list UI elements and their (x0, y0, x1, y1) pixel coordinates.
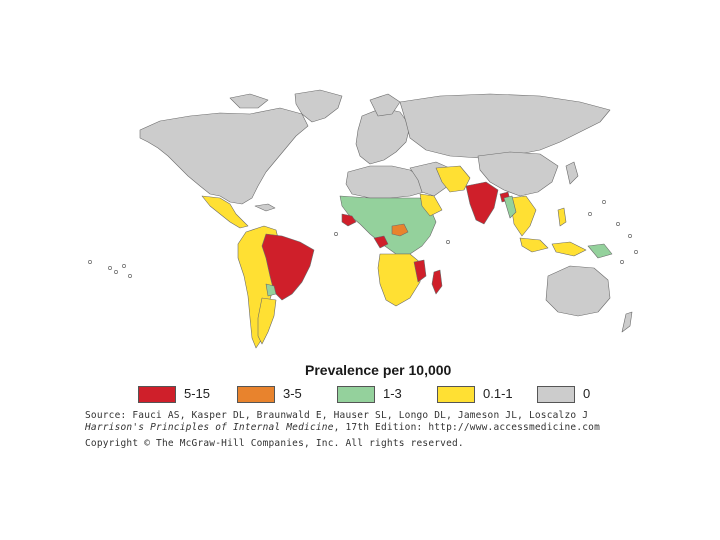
region-southeast-asia (509, 195, 537, 237)
region-europe (355, 107, 411, 165)
legend-swatch (138, 386, 176, 403)
island-marker (620, 260, 624, 264)
source-book-line: Harrison's Principles of Internal Medici… (85, 422, 600, 433)
region-southern-africa (377, 253, 423, 307)
island-marker (616, 222, 620, 226)
island-marker (634, 250, 638, 254)
legend-title: Prevalence per 10,000 (305, 362, 452, 378)
legend-label: 0.1-1 (483, 386, 513, 401)
region-indonesia-east (551, 241, 587, 257)
book-title: Harrison's Principles of Internal Medici… (85, 422, 334, 433)
region-east-africa-mid (391, 223, 409, 237)
region-southern-cone (257, 297, 277, 345)
region-arctic-islands (229, 93, 269, 109)
region-new-zealand (621, 311, 633, 333)
region-australia (545, 265, 611, 317)
island-marker (122, 264, 126, 268)
legend-label: 5-15 (184, 386, 211, 401)
island-marker (602, 200, 606, 204)
region-madagascar (431, 269, 443, 295)
region-north-america (139, 107, 309, 205)
region-mexico (201, 195, 249, 229)
region-philippines (557, 207, 567, 227)
region-new-guinea (587, 243, 613, 259)
region-paraguay (265, 283, 277, 297)
region-myanmar (503, 195, 517, 219)
region-scandinavia (369, 93, 401, 117)
region-indonesia-west (519, 237, 549, 253)
legend-swatch (237, 386, 275, 403)
island-marker (114, 270, 118, 274)
region-west-africa-high (341, 213, 357, 227)
region-congo-high (373, 235, 389, 249)
legend-label: 1-3 (383, 386, 402, 401)
island-marker (334, 232, 338, 236)
book-edition-url: , 17th Edition: http://www.accessmedicin… (333, 422, 601, 433)
source-citation: Source: Fauci AS, Kasper DL, Braunwald E… (85, 410, 589, 421)
island-marker (128, 274, 132, 278)
island-marker (446, 240, 450, 244)
region-north-asia (399, 93, 611, 159)
island-marker (588, 212, 592, 216)
legend-label: 0 (583, 386, 591, 401)
island-marker (88, 260, 92, 264)
island-marker (628, 234, 632, 238)
world-map (88, 89, 638, 349)
legend-swatch (337, 386, 375, 403)
region-china (477, 151, 559, 197)
region-japan (565, 161, 579, 185)
region-north-africa (345, 165, 425, 199)
region-india (465, 181, 499, 225)
island-marker (108, 266, 112, 270)
region-central-asia (435, 165, 471, 193)
region-mozambique (413, 259, 427, 283)
region-caribbean (254, 203, 276, 212)
copyright-notice: Copyright © The McGraw-Hill Companies, I… (85, 438, 464, 449)
region-brazil (261, 233, 315, 301)
legend-swatch (437, 386, 475, 403)
legend-label: 3-5 (283, 386, 302, 401)
legend-swatch (537, 386, 575, 403)
region-greenland (294, 89, 343, 123)
region-arabia (419, 193, 443, 217)
